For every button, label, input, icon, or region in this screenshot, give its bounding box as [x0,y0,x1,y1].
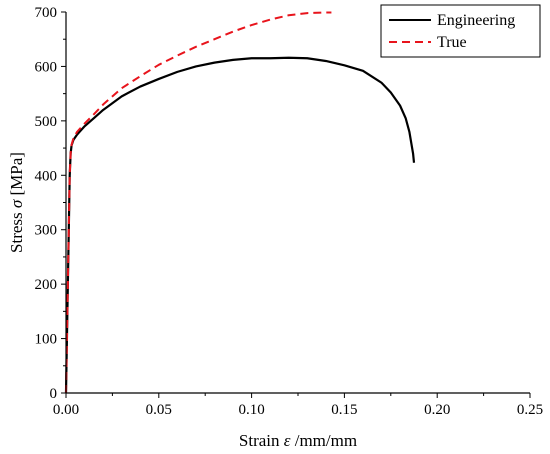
y-tick-label: 500 [35,114,58,130]
y-tick-label: 200 [35,277,58,293]
legend-label-true: True [437,34,467,51]
y-tick-label: 0 [50,386,58,402]
legend-box [380,4,541,58]
y-tick-label: 700 [35,5,58,21]
x-ticks: 0.00 0.05 0.10 0.15 0.20 0.25 [53,393,543,418]
y-axis-title: Stress σ [MPa] [7,152,26,253]
y-axis-title-suffix: [MPa] [7,152,26,200]
x-tick-label: 0.20 [424,402,450,418]
x-axis-title-symbol: ε [284,431,291,450]
x-tick-label: 0.00 [53,402,79,418]
series-layer [64,11,416,394]
y-tick-label: 600 [35,59,58,75]
y-axis-title-symbol: σ [7,199,26,208]
y-tick-label: 400 [35,168,58,184]
series-line-engineering [64,56,416,394]
y-tick-label: 100 [35,332,58,348]
x-axis-title-suffix: /mm/mm [290,431,357,450]
y-axis-title-prefix: Stress [7,208,26,253]
x-tick-label: 0.05 [146,402,172,418]
legend: Engineering True [380,4,541,58]
axes [65,12,530,394]
x-tick-label: 0.15 [331,402,357,418]
y-ticks: 0 100 200 300 400 500 600 700 [35,5,66,402]
legend-label-engineering: Engineering [437,12,515,29]
x-tick-label: 0.25 [517,402,543,418]
x-axis-title: Strain ε /mm/mm [239,431,357,450]
y-tick-label: 300 [35,223,58,239]
x-axis-title-prefix: Strain [239,431,284,450]
series-line-true [65,11,332,394]
x-tick-label: 0.10 [238,402,264,418]
